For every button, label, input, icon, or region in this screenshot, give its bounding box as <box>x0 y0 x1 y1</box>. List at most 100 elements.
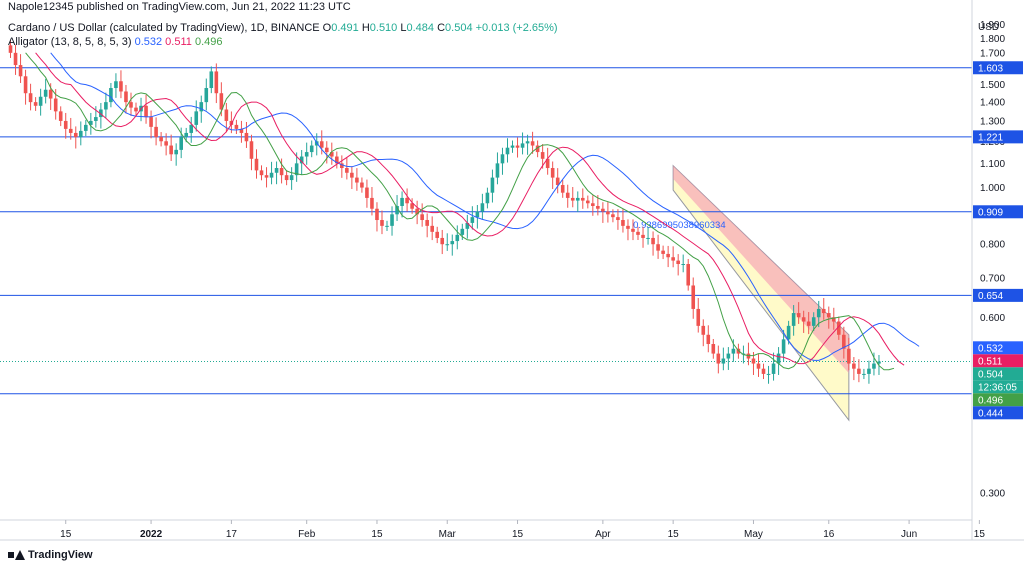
indicator-layer <box>25 52 920 371</box>
candle-body <box>716 353 721 364</box>
candle-body <box>591 203 595 206</box>
candle-body <box>264 175 269 178</box>
candle-body <box>786 325 791 340</box>
candle-body <box>575 197 580 201</box>
candle-body <box>721 358 726 364</box>
candle-body <box>410 203 414 209</box>
change-value: +0.013 (+2.65%) <box>475 22 558 34</box>
candle-body <box>169 145 173 155</box>
candle-body <box>279 168 284 176</box>
candle-body <box>821 308 826 314</box>
candle-body <box>611 214 615 218</box>
candle-body <box>525 141 530 144</box>
candle-body <box>375 208 379 221</box>
candle-body <box>289 175 294 181</box>
high-label: H <box>361 22 370 34</box>
candle-body <box>596 205 600 209</box>
candle-body <box>726 353 731 359</box>
candle-body <box>124 91 128 103</box>
candle-body <box>781 339 786 354</box>
price-tick-label: 1.500 <box>980 80 1005 91</box>
time-tick-label: 2022 <box>140 529 163 540</box>
candle-body <box>234 124 239 129</box>
high-value: 0.510 <box>369 22 398 34</box>
candle-body <box>184 132 189 138</box>
price-tag-label: 0.909 <box>978 207 1003 218</box>
candle-body <box>28 93 33 103</box>
candle-body <box>601 208 605 212</box>
candle-body <box>651 237 655 245</box>
candle-body <box>154 126 158 138</box>
price-tag-label: 0.504 <box>978 369 1003 380</box>
price-tick-label: 0.600 <box>980 313 1005 324</box>
candle-body <box>58 111 63 121</box>
price-tag-box <box>973 341 1023 355</box>
candle-body <box>164 141 168 146</box>
candle-body <box>340 163 344 169</box>
candle-body <box>335 156 339 164</box>
price-tick-label: 1.400 <box>980 98 1005 109</box>
candle-body <box>38 96 43 106</box>
candle-body <box>696 308 701 326</box>
candle-body <box>199 102 204 112</box>
alligator-jaw-line <box>50 52 920 361</box>
candle-body <box>23 76 28 94</box>
alligator-lips-line <box>25 52 895 371</box>
candle-body <box>626 225 630 229</box>
candle-body <box>806 321 811 326</box>
price-tag-box <box>973 61 1023 75</box>
candle-body <box>505 147 510 155</box>
candle-body <box>480 203 485 212</box>
candle-body <box>867 368 871 374</box>
jaw-value: 0.532 <box>134 36 163 48</box>
candle-body <box>8 45 13 53</box>
candle-body <box>415 208 419 215</box>
candle-body <box>631 228 635 232</box>
candle-body <box>445 244 450 246</box>
time-tick-label: 15 <box>668 529 680 540</box>
time-tick-label: 16 <box>823 529 835 540</box>
lips-value: 0.496 <box>194 36 223 48</box>
candle-body <box>842 334 846 349</box>
candle-body <box>636 231 640 235</box>
price-tag-box <box>973 288 1023 302</box>
candle-body <box>510 145 515 148</box>
candle-body <box>751 358 756 364</box>
candle-body <box>490 177 495 193</box>
candle-body <box>309 145 314 153</box>
candle-body <box>711 344 716 354</box>
candle-body <box>370 197 374 209</box>
candle-body <box>756 363 761 369</box>
candle-body <box>53 98 58 112</box>
candle-body <box>33 102 38 106</box>
candle-body <box>535 145 540 153</box>
candle-body <box>400 197 404 206</box>
candle-body <box>430 225 434 232</box>
candle-body <box>355 177 359 183</box>
candle-body <box>560 185 565 193</box>
price-tag-box <box>973 367 1023 381</box>
candle-body <box>360 182 364 188</box>
candle-body <box>791 313 796 326</box>
candle-body <box>144 105 148 118</box>
low-value: 0.484 <box>406 22 435 34</box>
candle-body <box>249 141 254 159</box>
candle-body <box>189 124 194 133</box>
candle-body <box>395 205 399 215</box>
candle-body <box>826 313 831 318</box>
candle-body <box>666 253 670 258</box>
candle-body <box>540 152 545 159</box>
candle-body <box>13 52 18 66</box>
price-tag-box <box>973 205 1023 219</box>
candle-body <box>299 156 304 164</box>
price-tag-label: 0.654 <box>978 291 1003 302</box>
candle-body <box>259 170 264 176</box>
tradingview-footer[interactable]: TradingView <box>8 549 93 561</box>
candle-body <box>586 200 590 204</box>
price-tag-box <box>973 354 1023 368</box>
axis-layer: 0.3000.5000.6000.7000.8000.9001.0001.100… <box>0 0 1024 541</box>
price-tag-label: 0.444 <box>978 408 1003 419</box>
candle-body <box>550 168 555 178</box>
price-tag-box <box>973 393 1023 407</box>
